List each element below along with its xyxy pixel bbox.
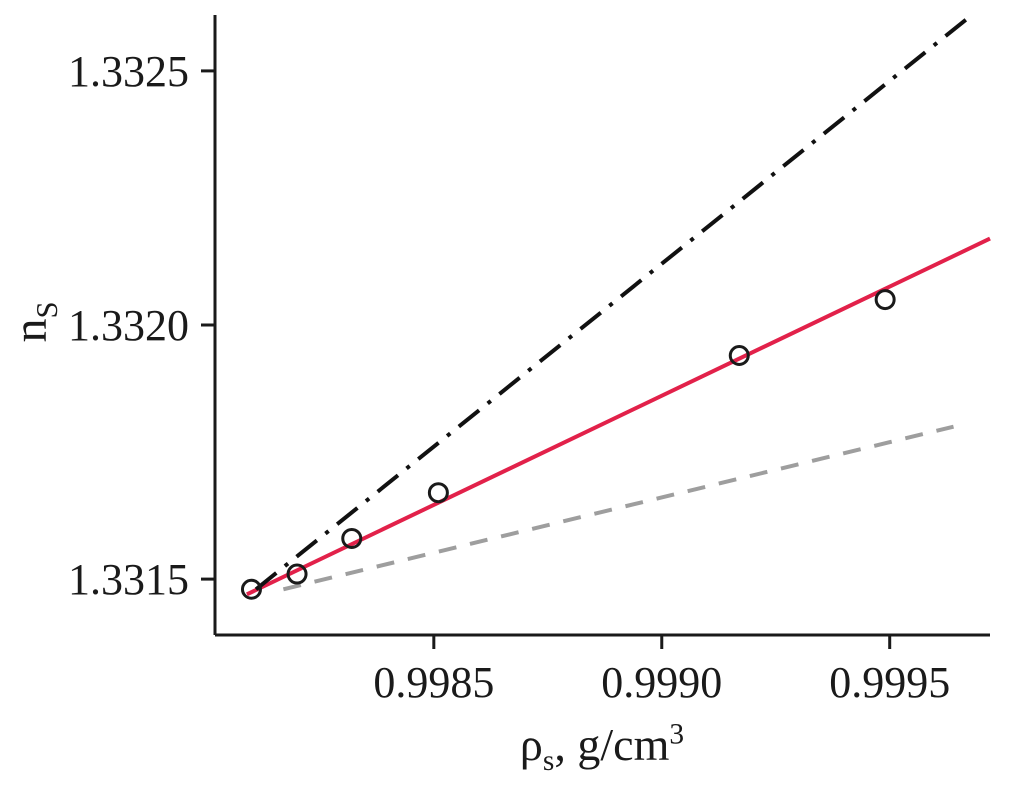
- data-point: [728, 344, 750, 366]
- x-axis-label: ρs, g/cm3: [520, 718, 684, 778]
- x-axis-label-units: , g/cm: [554, 718, 670, 770]
- y-axis-label-subscript: S: [29, 301, 64, 319]
- y-tick-label: 1.3320: [68, 301, 189, 350]
- x-axis-label-subscript: s: [542, 745, 555, 778]
- data-point: [240, 578, 262, 600]
- x-tick-label: 0.9985: [373, 658, 494, 707]
- data-point: [341, 527, 363, 549]
- data-point: [286, 563, 308, 585]
- linear-fit-line: [246, 236, 991, 597]
- y-axis-label-main: n: [4, 318, 58, 343]
- data-point: [427, 482, 449, 504]
- data-point: [874, 289, 896, 311]
- y-tick-label: 1.3315: [68, 555, 189, 604]
- lower-reference-line: [282, 424, 955, 592]
- y-tick-label: 1.3325: [68, 47, 189, 96]
- x-tick-label: 0.9995: [829, 658, 950, 707]
- x-tick-label: 0.9990: [601, 658, 722, 707]
- upper-reference-line: [254, 13, 974, 591]
- y-axis-label: nS: [3, 301, 65, 342]
- x-axis-label-superscript: 3: [669, 718, 685, 751]
- x-axis-label-symbol: ρ: [519, 718, 543, 770]
